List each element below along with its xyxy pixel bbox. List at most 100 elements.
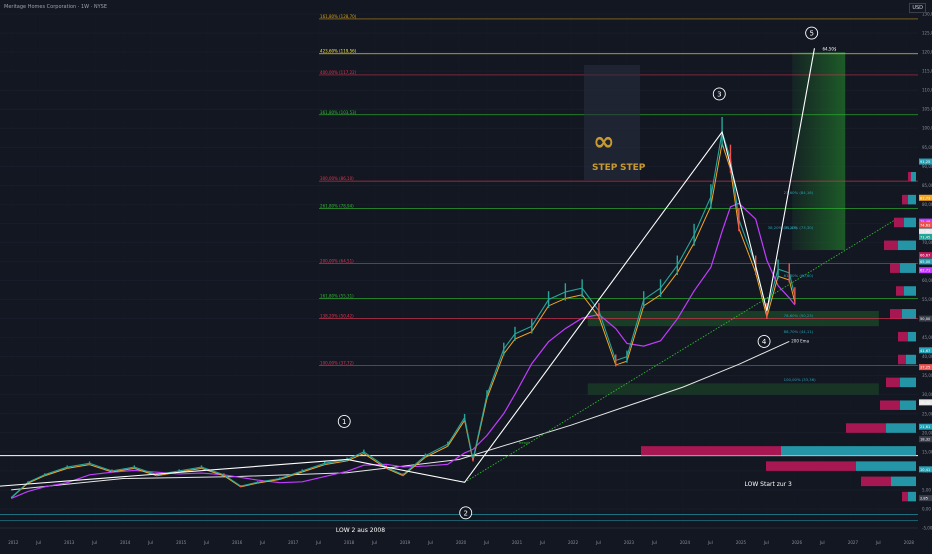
axis-price-tag: [919, 221, 932, 228]
y-tick-label: 120,00: [922, 50, 932, 55]
x-tick-label: 2025: [736, 540, 747, 545]
volume-profile-bar-pink: [890, 263, 900, 273]
x-tick-label: 2016: [232, 540, 243, 545]
wave-marker-circle: [757, 334, 771, 348]
volume-profile-bar-teal: [908, 491, 916, 502]
volume-profile-bar-teal: [856, 461, 916, 471]
volume-profile-bar-teal: [900, 400, 916, 410]
volume-profile-bar-teal: [891, 476, 916, 487]
infinity-logo-icon: ∞: [593, 127, 615, 157]
volume-profile-bar-teal: [908, 331, 916, 342]
volume-profile-bar-pink: [898, 331, 908, 342]
axis-price-tag: [919, 399, 932, 406]
axis-price-tag: [919, 158, 932, 165]
volume-profile-bar-teal: [898, 240, 916, 251]
y-tick-label: 70,00: [922, 240, 932, 245]
volume-profile-bar-teal: [904, 286, 916, 296]
chart-title: Meritage Homes Corporation · 1W · NYSE: [4, 4, 107, 10]
volume-profile-bar-teal: [908, 194, 916, 205]
axis-price-tag-label: 21,61: [920, 425, 930, 429]
axis-price-tag: [919, 267, 932, 274]
volume-profile-bar-teal: [900, 263, 916, 273]
wave-label: 4: [762, 338, 767, 346]
x-tick-label: 2021: [512, 540, 523, 545]
x-tick-label: Jul: [595, 540, 601, 545]
fib-level-label: 300,00% (86,10): [320, 176, 354, 181]
axis-price-tag: [919, 194, 932, 201]
volume-profile-bar-pink: [886, 377, 900, 388]
fib-level-label: 200,00% (64,51): [320, 258, 354, 263]
axis-price-tag: [919, 436, 932, 443]
volume-profile-bar-pink: [902, 491, 908, 502]
volume-profile-bar-pink: [896, 286, 904, 296]
y-tick-label: 115,00: [922, 69, 932, 74]
fib-level-label: 400,00% (117,22): [320, 70, 357, 75]
elliott-wave-path: [0, 48, 815, 487]
axis-price-tag-label: 41,67: [920, 349, 930, 353]
y-tick-label: -5,00: [922, 526, 932, 531]
fib-level-label: 261,80% (78,94): [320, 203, 354, 208]
target-price-label: 64,50$: [822, 46, 836, 51]
fib-level-label: 138,20% (50,42): [320, 314, 354, 319]
x-tick-label: 2018: [344, 540, 355, 545]
low-2008-annotation: LOW 2 aus 2008: [336, 527, 385, 534]
axis-price-tag-label: 10,41: [920, 468, 930, 472]
wave-marker-circle: [805, 26, 819, 40]
retracement-label: 100,00% (33,36): [784, 377, 816, 382]
x-tick-label: Jul: [483, 540, 489, 545]
retracement-label: 78,60% (50,23): [784, 313, 814, 318]
x-tick-label: Jul: [819, 540, 825, 545]
logo-box: [584, 65, 640, 180]
logo-text-left: STEP: [592, 163, 618, 173]
axis-price-tag: [919, 466, 932, 473]
volume-profile-bar-pink: [641, 446, 781, 456]
wave-label: 5: [809, 30, 813, 38]
x-tick-label: 2020: [456, 540, 467, 545]
retracement-label: 38,20% (73,30): [784, 225, 814, 230]
y-tick-label: 125,00: [922, 31, 932, 36]
x-tick-label: Jul: [35, 540, 41, 545]
wave-label: 3: [717, 91, 721, 99]
wave-marker-circle: [459, 506, 473, 520]
axis-price-tag: [919, 252, 932, 259]
volume-profile-bar-teal: [904, 217, 916, 228]
axis-price-tag-label: 37,25: [920, 366, 930, 370]
volume-profile-bar-pink: [861, 476, 891, 487]
volume-profile-bar-teal: [900, 377, 916, 388]
volume-profile-bar-teal: [906, 354, 916, 365]
retracement-label: 38,20% (71,43): [768, 225, 798, 230]
y-tick-label: 45,00: [922, 335, 932, 340]
currency-button[interactable]: USD: [909, 3, 926, 13]
x-tick-label: 2028: [904, 540, 915, 545]
x-tick-label: Jul: [91, 540, 97, 545]
retracement-label: 23,60% (84,16): [784, 190, 814, 195]
y-tick-label: 30,00: [922, 392, 932, 397]
volume-profile-bar-pink: [908, 172, 911, 182]
fib-level-label: 423,60% (119,56): [320, 49, 357, 54]
volume-profile-bar-teal: [886, 423, 916, 433]
y-tick-label: 0,00: [922, 506, 931, 511]
x-tick-label: Jul: [427, 540, 433, 545]
y-tick-label: 5,00: [922, 487, 931, 492]
axis-price-tag: [919, 218, 932, 225]
y-tick-label: 20,00: [922, 430, 932, 435]
fib-level-label: 161,80% (128,70): [320, 14, 357, 19]
volume-profile-bar-pink: [846, 423, 886, 433]
volume-profile-bar-pink: [766, 461, 856, 471]
wave-marker-circle: [712, 87, 726, 101]
wave-marker-circle: [337, 414, 351, 428]
axis-price-tag-label: 28,00: [920, 401, 931, 405]
y-tick-label: 35,00: [922, 373, 932, 378]
fib-level-label: 161,80% (55,31): [320, 293, 354, 298]
x-tick-label: 2024: [680, 540, 691, 545]
x-tick-label: 2014: [120, 540, 131, 545]
volume-profile-bar-pink: [902, 194, 908, 205]
x-tick-label: Jul: [371, 540, 377, 545]
y-tick-label: 25,00: [922, 411, 932, 416]
y-tick-label: 40,00: [922, 354, 932, 359]
axis-price-tag-label: 74,63: [920, 223, 930, 227]
wave-label: 1: [342, 418, 346, 426]
y-tick-label: 100,00: [922, 126, 932, 131]
